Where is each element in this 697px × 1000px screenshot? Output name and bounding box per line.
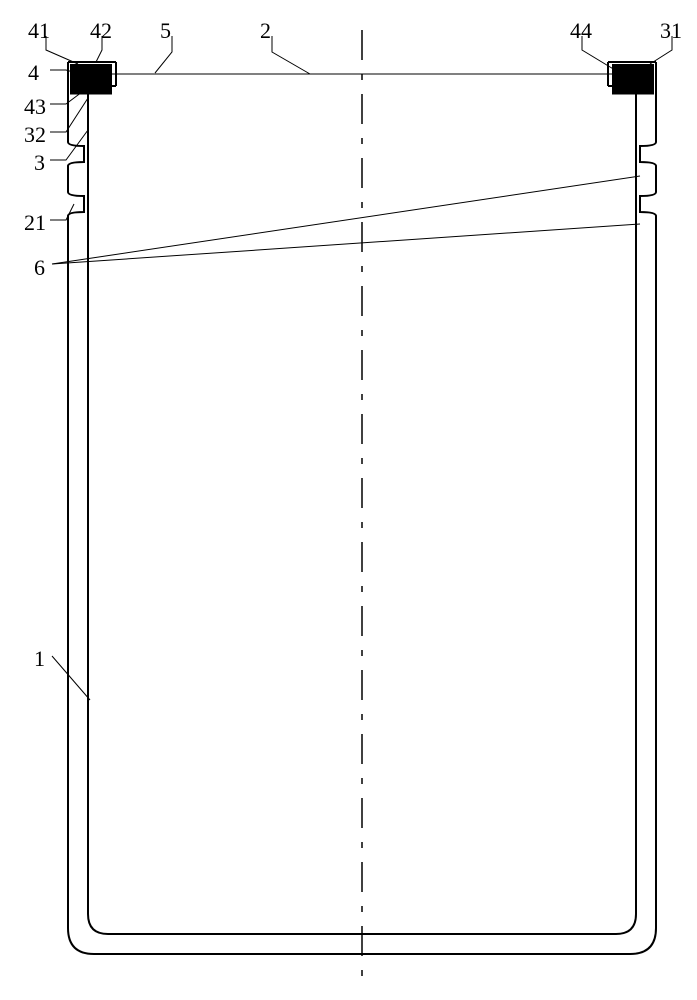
label-2: 2 bbox=[260, 18, 271, 44]
label-1: 1 bbox=[34, 646, 45, 672]
label-6: 6 bbox=[34, 255, 45, 281]
inner-wall-left bbox=[88, 86, 362, 934]
label-32: 32 bbox=[24, 122, 46, 148]
label-42: 42 bbox=[90, 18, 112, 44]
label-5: 5 bbox=[160, 18, 171, 44]
leader-2 bbox=[272, 36, 310, 74]
label-3: 3 bbox=[34, 150, 45, 176]
label-41: 41 bbox=[28, 18, 50, 44]
leader-6b bbox=[52, 224, 640, 264]
leader-41 bbox=[46, 36, 78, 64]
leader-1 bbox=[52, 656, 90, 700]
outer-wall-left bbox=[68, 62, 362, 954]
drawing-stage: 41 42 5 2 44 31 4 43323 21 6 1 bbox=[0, 0, 697, 1000]
inner-wall-right bbox=[362, 86, 636, 934]
label-4: 4 bbox=[28, 60, 39, 86]
seal-right bbox=[612, 64, 654, 94]
seal-left bbox=[70, 64, 112, 94]
technical-drawing bbox=[0, 0, 697, 1000]
leader-21 bbox=[50, 204, 74, 220]
label-21: 21 bbox=[24, 210, 46, 236]
label-44: 44 bbox=[570, 18, 592, 44]
label-31: 31 bbox=[660, 18, 682, 44]
label-43: 43 bbox=[24, 94, 46, 120]
leader-6a bbox=[52, 176, 640, 264]
